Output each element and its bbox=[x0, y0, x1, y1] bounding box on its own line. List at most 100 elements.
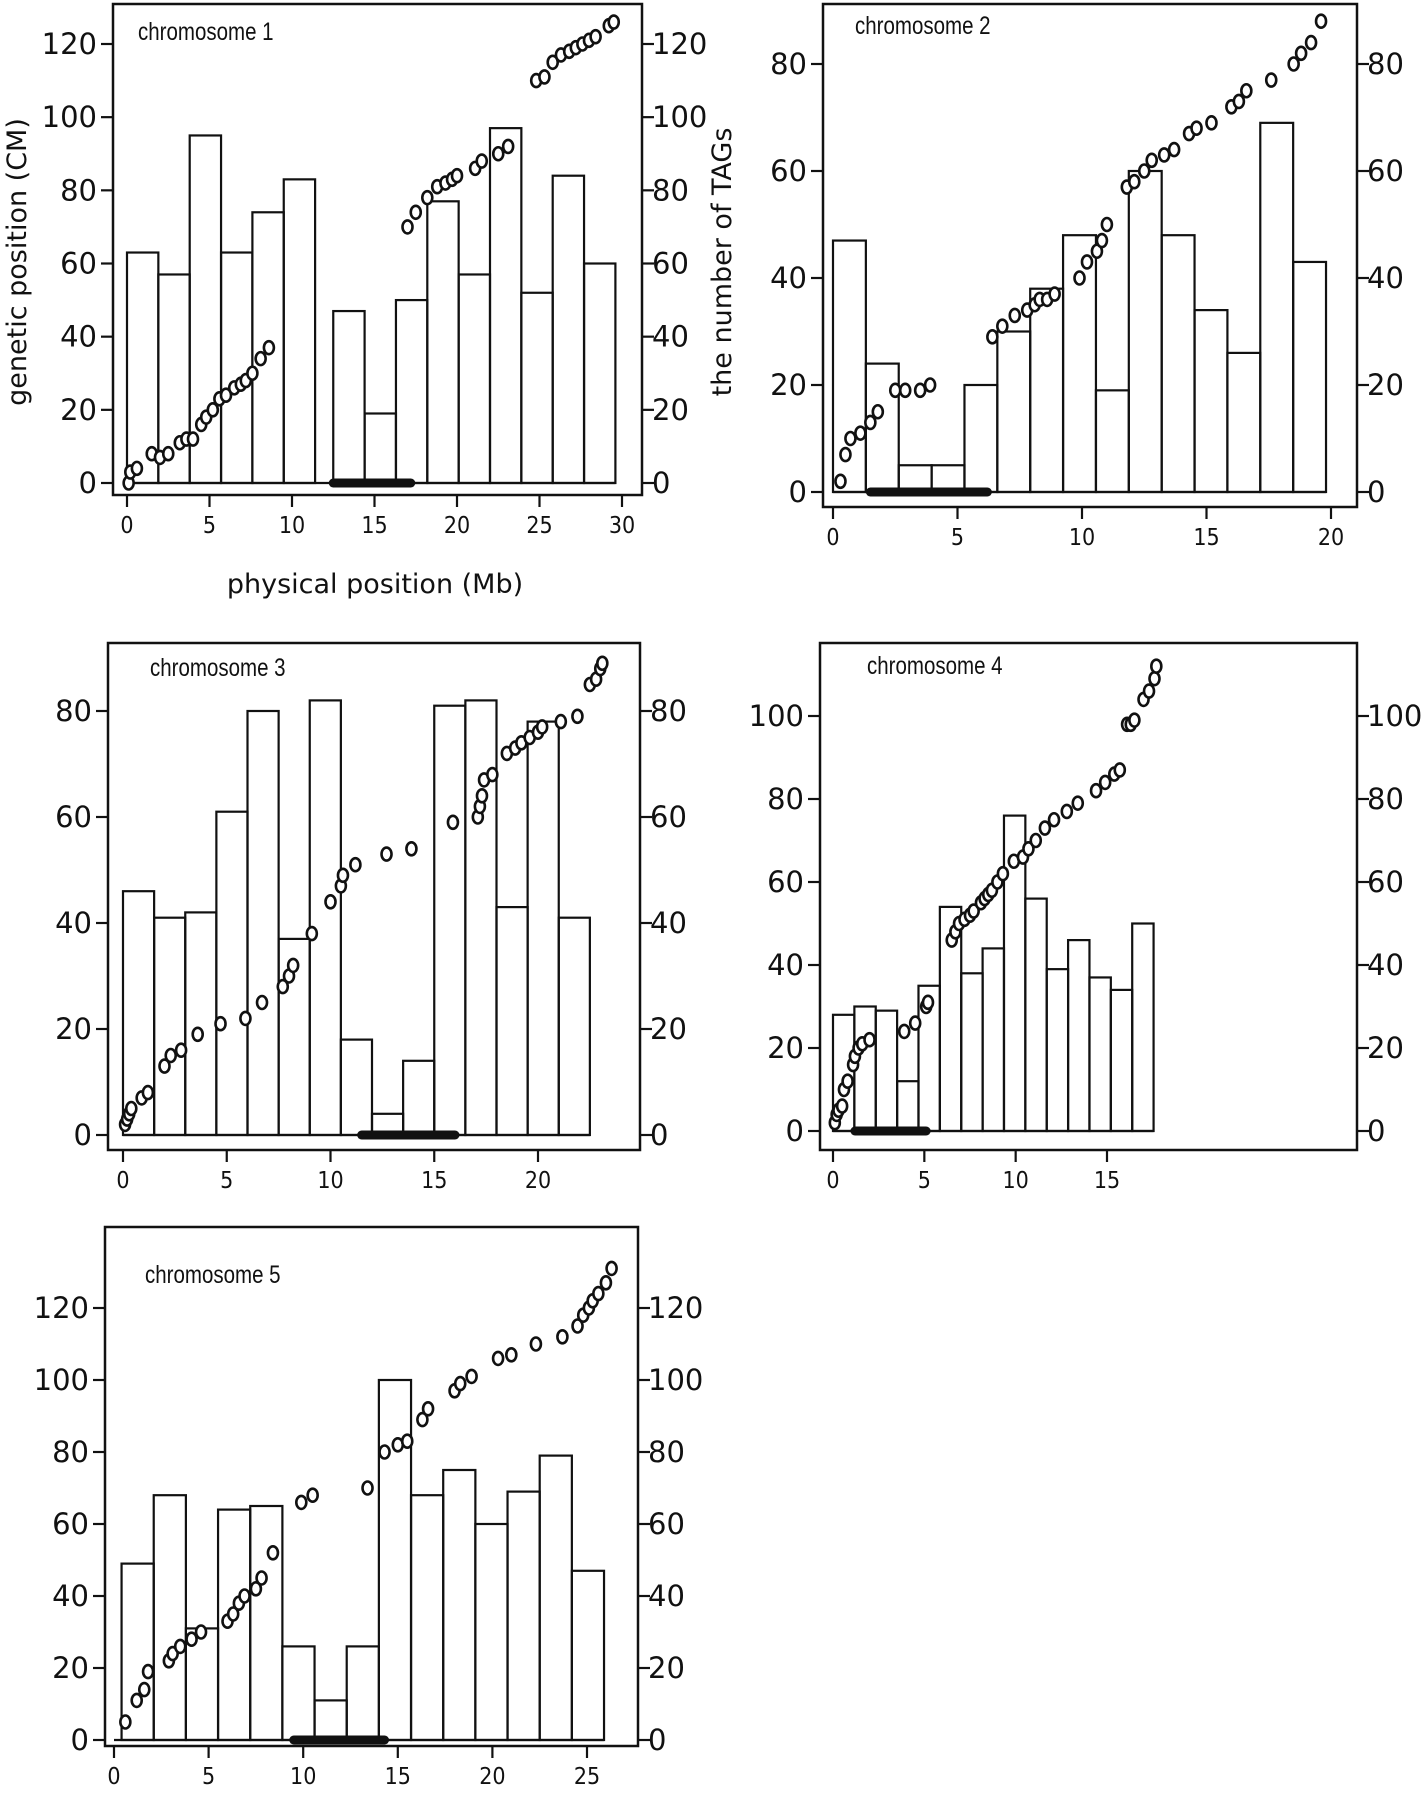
bar bbox=[582, 262, 617, 485]
bar bbox=[402, 1059, 436, 1137]
bar bbox=[120, 1562, 155, 1742]
marker-point bbox=[173, 1638, 187, 1655]
bar bbox=[557, 916, 591, 1137]
marker-point bbox=[324, 893, 337, 910]
panel-chromosome-4: chromosome 4 0 20 40 60 80 100 0 20 40 60 80 100 0 5 10… bbox=[749, 641, 1422, 1194]
y-tick-label-left: 60 bbox=[60, 247, 97, 281]
bar bbox=[538, 1454, 573, 1742]
bar bbox=[1127, 169, 1163, 494]
bar bbox=[153, 916, 187, 1137]
marker-point bbox=[416, 1411, 429, 1428]
marker-point bbox=[1098, 774, 1112, 791]
marker-point bbox=[996, 865, 1010, 882]
marker-point bbox=[1264, 72, 1278, 88]
y-tick-label-right: 80 bbox=[648, 1435, 685, 1469]
bar bbox=[1292, 260, 1328, 494]
marker-point bbox=[262, 339, 276, 356]
y-tick-label-left: 80 bbox=[770, 47, 807, 81]
y-tick-label-left: 60 bbox=[55, 800, 92, 834]
marker-point bbox=[505, 1347, 518, 1363]
marker-point bbox=[1113, 762, 1127, 778]
x-tick-label: 10 bbox=[279, 513, 305, 539]
marker-point bbox=[908, 1015, 922, 1031]
marker-point bbox=[1100, 216, 1114, 233]
marker-point bbox=[1029, 832, 1043, 849]
y-tick-label-left: 120 bbox=[34, 1291, 89, 1325]
y-tick-label-left: 40 bbox=[52, 1579, 89, 1613]
marker-point bbox=[913, 382, 927, 399]
bar bbox=[1066, 938, 1091, 1133]
panel-title: chromosome 1 bbox=[138, 17, 274, 45]
y-axis-right-label: the number of TAGs bbox=[707, 128, 738, 397]
x-tick-label: 15 bbox=[1193, 525, 1219, 551]
bar bbox=[488, 127, 523, 485]
marker-point bbox=[1148, 670, 1161, 687]
bar bbox=[1024, 897, 1048, 1133]
y-tick-label-right: 60 bbox=[650, 800, 687, 834]
marker-point bbox=[486, 766, 499, 783]
marker-point bbox=[141, 1663, 155, 1680]
bar bbox=[874, 1009, 899, 1133]
y-tick-label-left: 40 bbox=[770, 261, 807, 295]
y-tick-label-right: 0 bbox=[648, 1723, 666, 1757]
x-tick-label: 15 bbox=[421, 1168, 447, 1194]
marker-point bbox=[255, 994, 269, 1011]
marker-point bbox=[249, 1581, 263, 1597]
bar bbox=[981, 947, 1006, 1133]
marker-point bbox=[1095, 232, 1109, 249]
marker-point bbox=[841, 1073, 854, 1089]
x-tick-label: 10 bbox=[317, 1168, 343, 1194]
marker-point bbox=[246, 365, 259, 382]
y-tick-label-left: 80 bbox=[767, 782, 804, 816]
marker-point bbox=[475, 153, 489, 169]
bar bbox=[526, 720, 560, 1137]
bar bbox=[152, 1494, 187, 1742]
marker-point bbox=[1232, 93, 1246, 110]
bar bbox=[308, 699, 342, 1137]
x-tick-label: 30 bbox=[609, 513, 635, 539]
x-tick-label: 10 bbox=[1002, 1168, 1028, 1194]
marker-point bbox=[206, 402, 220, 418]
marker-point bbox=[361, 1480, 374, 1496]
x-tick-label: 5 bbox=[220, 1168, 233, 1194]
marker-point bbox=[491, 145, 505, 162]
x-tick-label: 20 bbox=[1318, 525, 1344, 551]
marker-point bbox=[897, 1023, 911, 1040]
marker-point bbox=[185, 1631, 198, 1647]
panel-title: chromosome 3 bbox=[150, 653, 286, 681]
marker-point bbox=[571, 708, 584, 725]
marker-point bbox=[266, 1545, 280, 1561]
y-tick-label-right: 100 bbox=[1367, 699, 1422, 733]
bar bbox=[474, 1522, 509, 1742]
y-tick-label-right: 60 bbox=[1367, 865, 1404, 899]
marker-point bbox=[286, 957, 300, 974]
marker-point bbox=[1089, 782, 1103, 799]
marker-point bbox=[255, 1570, 268, 1586]
y-tick-label-left: 20 bbox=[52, 1651, 89, 1685]
bar bbox=[442, 1468, 477, 1742]
marker-point bbox=[226, 1606, 240, 1622]
bar bbox=[506, 1490, 541, 1742]
bar bbox=[394, 298, 429, 485]
marker-point bbox=[158, 1058, 171, 1074]
y-tick-label-left: 80 bbox=[60, 173, 97, 207]
x-tick-label: 5 bbox=[203, 513, 216, 539]
plot-frame bbox=[111, 2, 644, 497]
marker-point bbox=[554, 713, 568, 730]
marker-point bbox=[538, 69, 551, 85]
y-tick-label-left: 40 bbox=[55, 906, 92, 940]
marker-point bbox=[835, 1098, 849, 1114]
x-tick-label: 0 bbox=[826, 1168, 839, 1194]
marker-point bbox=[380, 846, 393, 862]
bar bbox=[963, 383, 999, 494]
bar bbox=[551, 174, 586, 485]
marker-point bbox=[1137, 163, 1151, 179]
marker-point bbox=[863, 1031, 876, 1048]
panel-chromosome-1: chromosome 10204060801001200204060801001… bbox=[42, 2, 707, 539]
marker-point bbox=[1047, 811, 1061, 828]
x-tick-label: 0 bbox=[826, 525, 839, 551]
panel-chromosome-3: chromosome 3 0 20 40 60 80 0 20 40 60 80 0 5 10 15 20 bbox=[55, 641, 687, 1194]
marker-point bbox=[1038, 820, 1052, 836]
x-tick-label: 20 bbox=[479, 1764, 505, 1790]
y-tick-label-left: 0 bbox=[74, 1118, 92, 1152]
